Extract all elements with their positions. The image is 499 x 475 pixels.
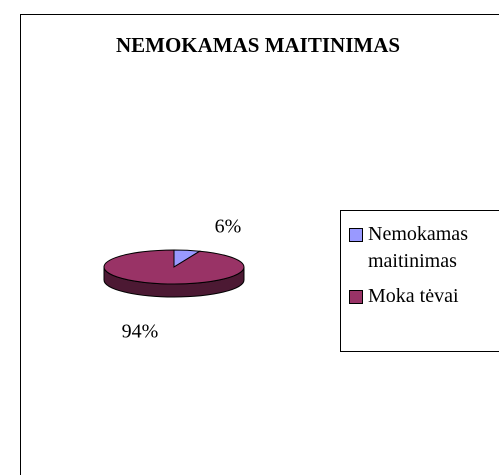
legend: Nemokamas maitinimas Moka tėvai [340,210,499,352]
legend-item: Nemokamas maitinimas [349,221,499,275]
data-label: 6% [215,216,242,238]
data-label: 94% [122,321,159,343]
legend-label: Nemokamas maitinimas [368,223,468,272]
legend-swatch [349,290,363,304]
legend-label: Moka tėvai [368,285,459,307]
legend-swatch [349,228,363,242]
legend-item: Moka tėvai [349,283,499,310]
chart-border [20,14,499,475]
pie-slice [103,249,245,285]
chart-title: NEMOKAMAS MAITINIMAS [116,33,400,57]
